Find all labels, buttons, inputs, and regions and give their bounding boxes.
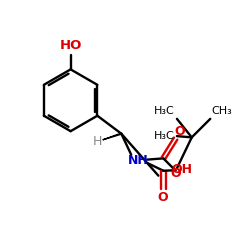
Text: O: O xyxy=(174,125,185,138)
Text: OH: OH xyxy=(171,163,192,176)
Text: H₃C: H₃C xyxy=(154,131,175,141)
Text: HO: HO xyxy=(60,40,82,52)
Text: NH: NH xyxy=(128,154,149,167)
Text: O: O xyxy=(170,167,181,180)
Polygon shape xyxy=(103,133,122,140)
Text: CH₃: CH₃ xyxy=(211,106,232,117)
Text: H: H xyxy=(92,134,102,147)
Text: O: O xyxy=(157,192,168,204)
Text: H₃C: H₃C xyxy=(154,106,175,117)
